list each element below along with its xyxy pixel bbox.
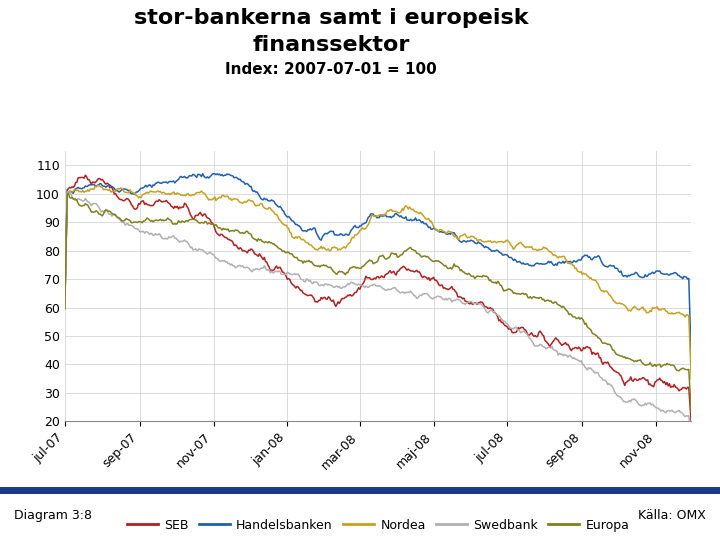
Text: stor-bankerna samt i europeisk: stor-bankerna samt i europeisk bbox=[134, 8, 528, 28]
Text: Diagram 3:8: Diagram 3:8 bbox=[14, 509, 92, 522]
Text: finanssektor: finanssektor bbox=[253, 35, 410, 55]
Text: Källa: OMX: Källa: OMX bbox=[638, 509, 706, 522]
Legend: SEB, Handelsbanken, Nordea, Swedbank, Europa: SEB, Handelsbanken, Nordea, Swedbank, Eu… bbox=[122, 514, 634, 537]
Text: Index: 2007-07-01 = 100: Index: 2007-07-01 = 100 bbox=[225, 62, 437, 77]
